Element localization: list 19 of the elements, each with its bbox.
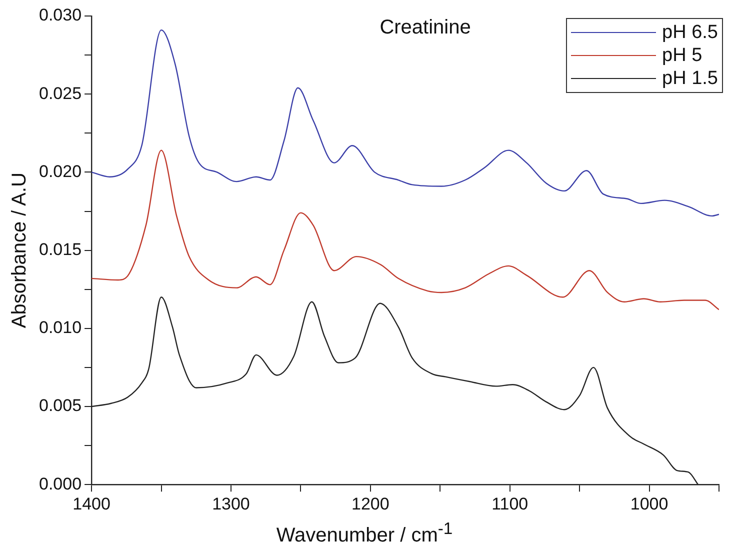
y-tick-label: 0.015: [38, 240, 82, 259]
chart-title: Creatinine: [380, 16, 471, 39]
y-tick-label: 0.010: [38, 318, 82, 338]
x-axis-title: Wavenumber / cm$^{-1}$: [275, 519, 454, 548]
y-tick-label: 0.025: [38, 84, 82, 103]
y-tick-label: 0.000: [38, 474, 82, 494]
y-tick-label: 0.005: [38, 396, 82, 416]
x-tick-label: 1000: [630, 494, 668, 514]
legend-label: pH 5: [662, 44, 702, 66]
x-tick-label: 1300: [212, 494, 250, 514]
x-tick-label: 1400: [72, 494, 110, 514]
y-tick-label: 0.030: [38, 6, 82, 25]
y-axis-title: Absorbance / A.U: [8, 172, 31, 328]
legend-label: pH 6.5: [662, 22, 718, 44]
line-series: [92, 150, 719, 310]
legend-label: pH 1.5: [662, 68, 718, 90]
x-tick-label: 1100: [492, 494, 528, 514]
x-tick-label: 1200: [352, 494, 390, 514]
y-tick-label: 0.020: [38, 162, 82, 181]
